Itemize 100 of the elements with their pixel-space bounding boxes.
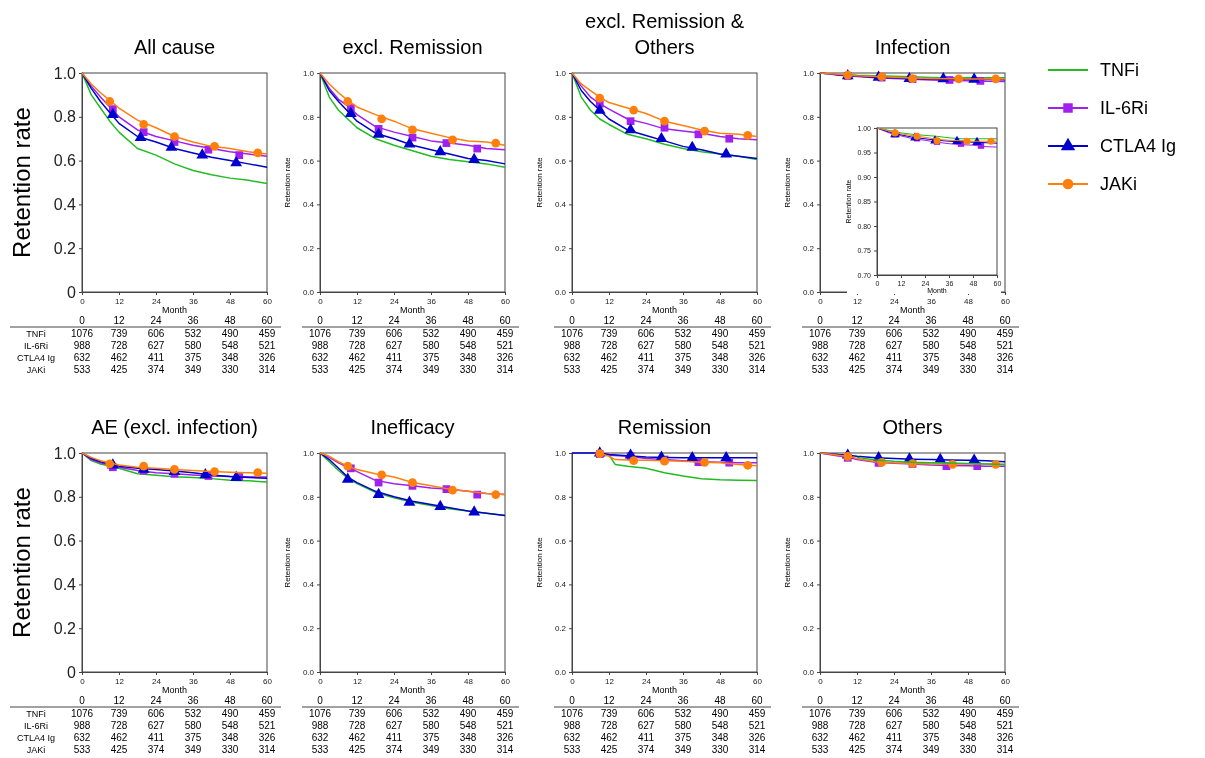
text: 728 xyxy=(110,340,128,351)
text: 48 xyxy=(224,315,236,326)
text: 326 xyxy=(996,732,1014,743)
y-tick-label: 0.6 xyxy=(53,532,77,550)
text: 48 xyxy=(962,315,974,326)
y-tick-label: 0.6 xyxy=(802,156,815,166)
text: 580 xyxy=(184,720,202,731)
text: 632 xyxy=(311,732,329,743)
text: 314 xyxy=(258,744,276,755)
text: 490 xyxy=(459,708,477,719)
text: 627 xyxy=(637,340,655,351)
text: 326 xyxy=(996,352,1014,363)
text: 326 xyxy=(496,732,514,743)
text: 580 xyxy=(674,720,692,731)
text: 374 xyxy=(637,744,655,755)
text: 521 xyxy=(258,340,276,351)
text: 532 xyxy=(922,328,940,339)
text: 374 xyxy=(147,744,165,755)
text: 627 xyxy=(147,340,165,351)
text: 330 xyxy=(711,364,729,375)
text: 314 xyxy=(996,744,1014,755)
text: 521 xyxy=(496,340,514,351)
text: 988 xyxy=(73,720,91,731)
text: 459 xyxy=(496,708,514,719)
text: 606 xyxy=(147,328,165,339)
text: 60 xyxy=(999,315,1011,326)
y-tick-label: 0.4 xyxy=(53,196,77,214)
text: 12 xyxy=(113,315,125,326)
text: 533 xyxy=(563,364,581,375)
x-tick-label: 0 xyxy=(80,296,86,306)
text: 988 xyxy=(563,720,581,731)
text: 0 xyxy=(817,695,824,706)
text: 0 xyxy=(79,315,86,326)
text: 348 xyxy=(221,352,239,363)
text: 521 xyxy=(258,720,276,731)
text: 548 xyxy=(959,340,977,351)
y-tick-label: 0.2 xyxy=(802,244,815,254)
x-axis-title: Month xyxy=(399,305,426,315)
text: 728 xyxy=(348,340,366,351)
text: 411 xyxy=(638,732,655,743)
text: 521 xyxy=(748,720,766,731)
text: 12 xyxy=(603,695,615,706)
text: 462 xyxy=(110,732,128,743)
text: 36 xyxy=(677,695,689,706)
text: 627 xyxy=(885,340,903,351)
x-tick-label: 60 xyxy=(501,296,511,306)
text: CTLA4 Ig xyxy=(16,733,56,743)
text: 60 xyxy=(751,695,763,706)
text: 532 xyxy=(422,328,440,339)
text: 490 xyxy=(959,708,977,719)
text: 739 xyxy=(848,328,866,339)
text: 728 xyxy=(348,720,366,731)
text: 48 xyxy=(224,695,236,706)
text: 24 xyxy=(150,315,162,326)
y-tick-label: 0.6 xyxy=(53,152,77,170)
text: 48 xyxy=(462,315,474,326)
x-tick-label: 0 xyxy=(318,296,324,306)
chart-title: AE (excl. infection) xyxy=(91,416,258,438)
text: 36 xyxy=(677,315,689,326)
text: 988 xyxy=(73,340,91,351)
x-axis-title: Month xyxy=(651,685,678,695)
text: 374 xyxy=(637,364,655,375)
x-axis-title: Month xyxy=(161,305,188,315)
text: 349 xyxy=(422,364,440,375)
y-tick-label: 0.8 xyxy=(302,112,315,122)
text: 425 xyxy=(348,364,366,375)
x-axis-title: Month xyxy=(899,685,926,695)
text: 548 xyxy=(221,340,239,351)
text: 521 xyxy=(996,340,1014,351)
text: 580 xyxy=(922,340,940,351)
text: 548 xyxy=(459,340,477,351)
y-tick-label: 0.8 xyxy=(302,492,315,502)
y-tick-label: 0.0 xyxy=(302,288,315,298)
text: 375 xyxy=(922,732,940,743)
x-tick-label: 24 xyxy=(890,676,900,686)
text: 580 xyxy=(674,340,692,351)
text: 739 xyxy=(848,708,866,719)
x-tick-label: 12 xyxy=(353,676,363,686)
text: 632 xyxy=(563,732,581,743)
text: 606 xyxy=(385,708,403,719)
text: 0 xyxy=(817,315,824,326)
text: 532 xyxy=(422,708,440,719)
text: 48 xyxy=(462,695,474,706)
x-tick-label: 48 xyxy=(226,296,236,306)
text: 60 xyxy=(499,315,511,326)
x-tick-label: 24 xyxy=(152,296,162,306)
text: 60 xyxy=(261,695,273,706)
text: 533 xyxy=(811,364,829,375)
x-tick-label: 48 xyxy=(226,676,236,686)
y-tick-label: 0.8 xyxy=(802,492,815,502)
text: 632 xyxy=(73,352,91,363)
x-tick-label: 12 xyxy=(605,676,615,686)
text: 375 xyxy=(674,352,692,363)
text: 314 xyxy=(996,364,1014,375)
text: 548 xyxy=(711,720,729,731)
y-tick-label: 0.4 xyxy=(554,580,567,590)
text: 988 xyxy=(311,340,329,351)
x-tick-label: 12 xyxy=(115,676,125,686)
y-axis-title: Retention rate xyxy=(535,536,544,588)
text: 1076 xyxy=(70,328,94,339)
